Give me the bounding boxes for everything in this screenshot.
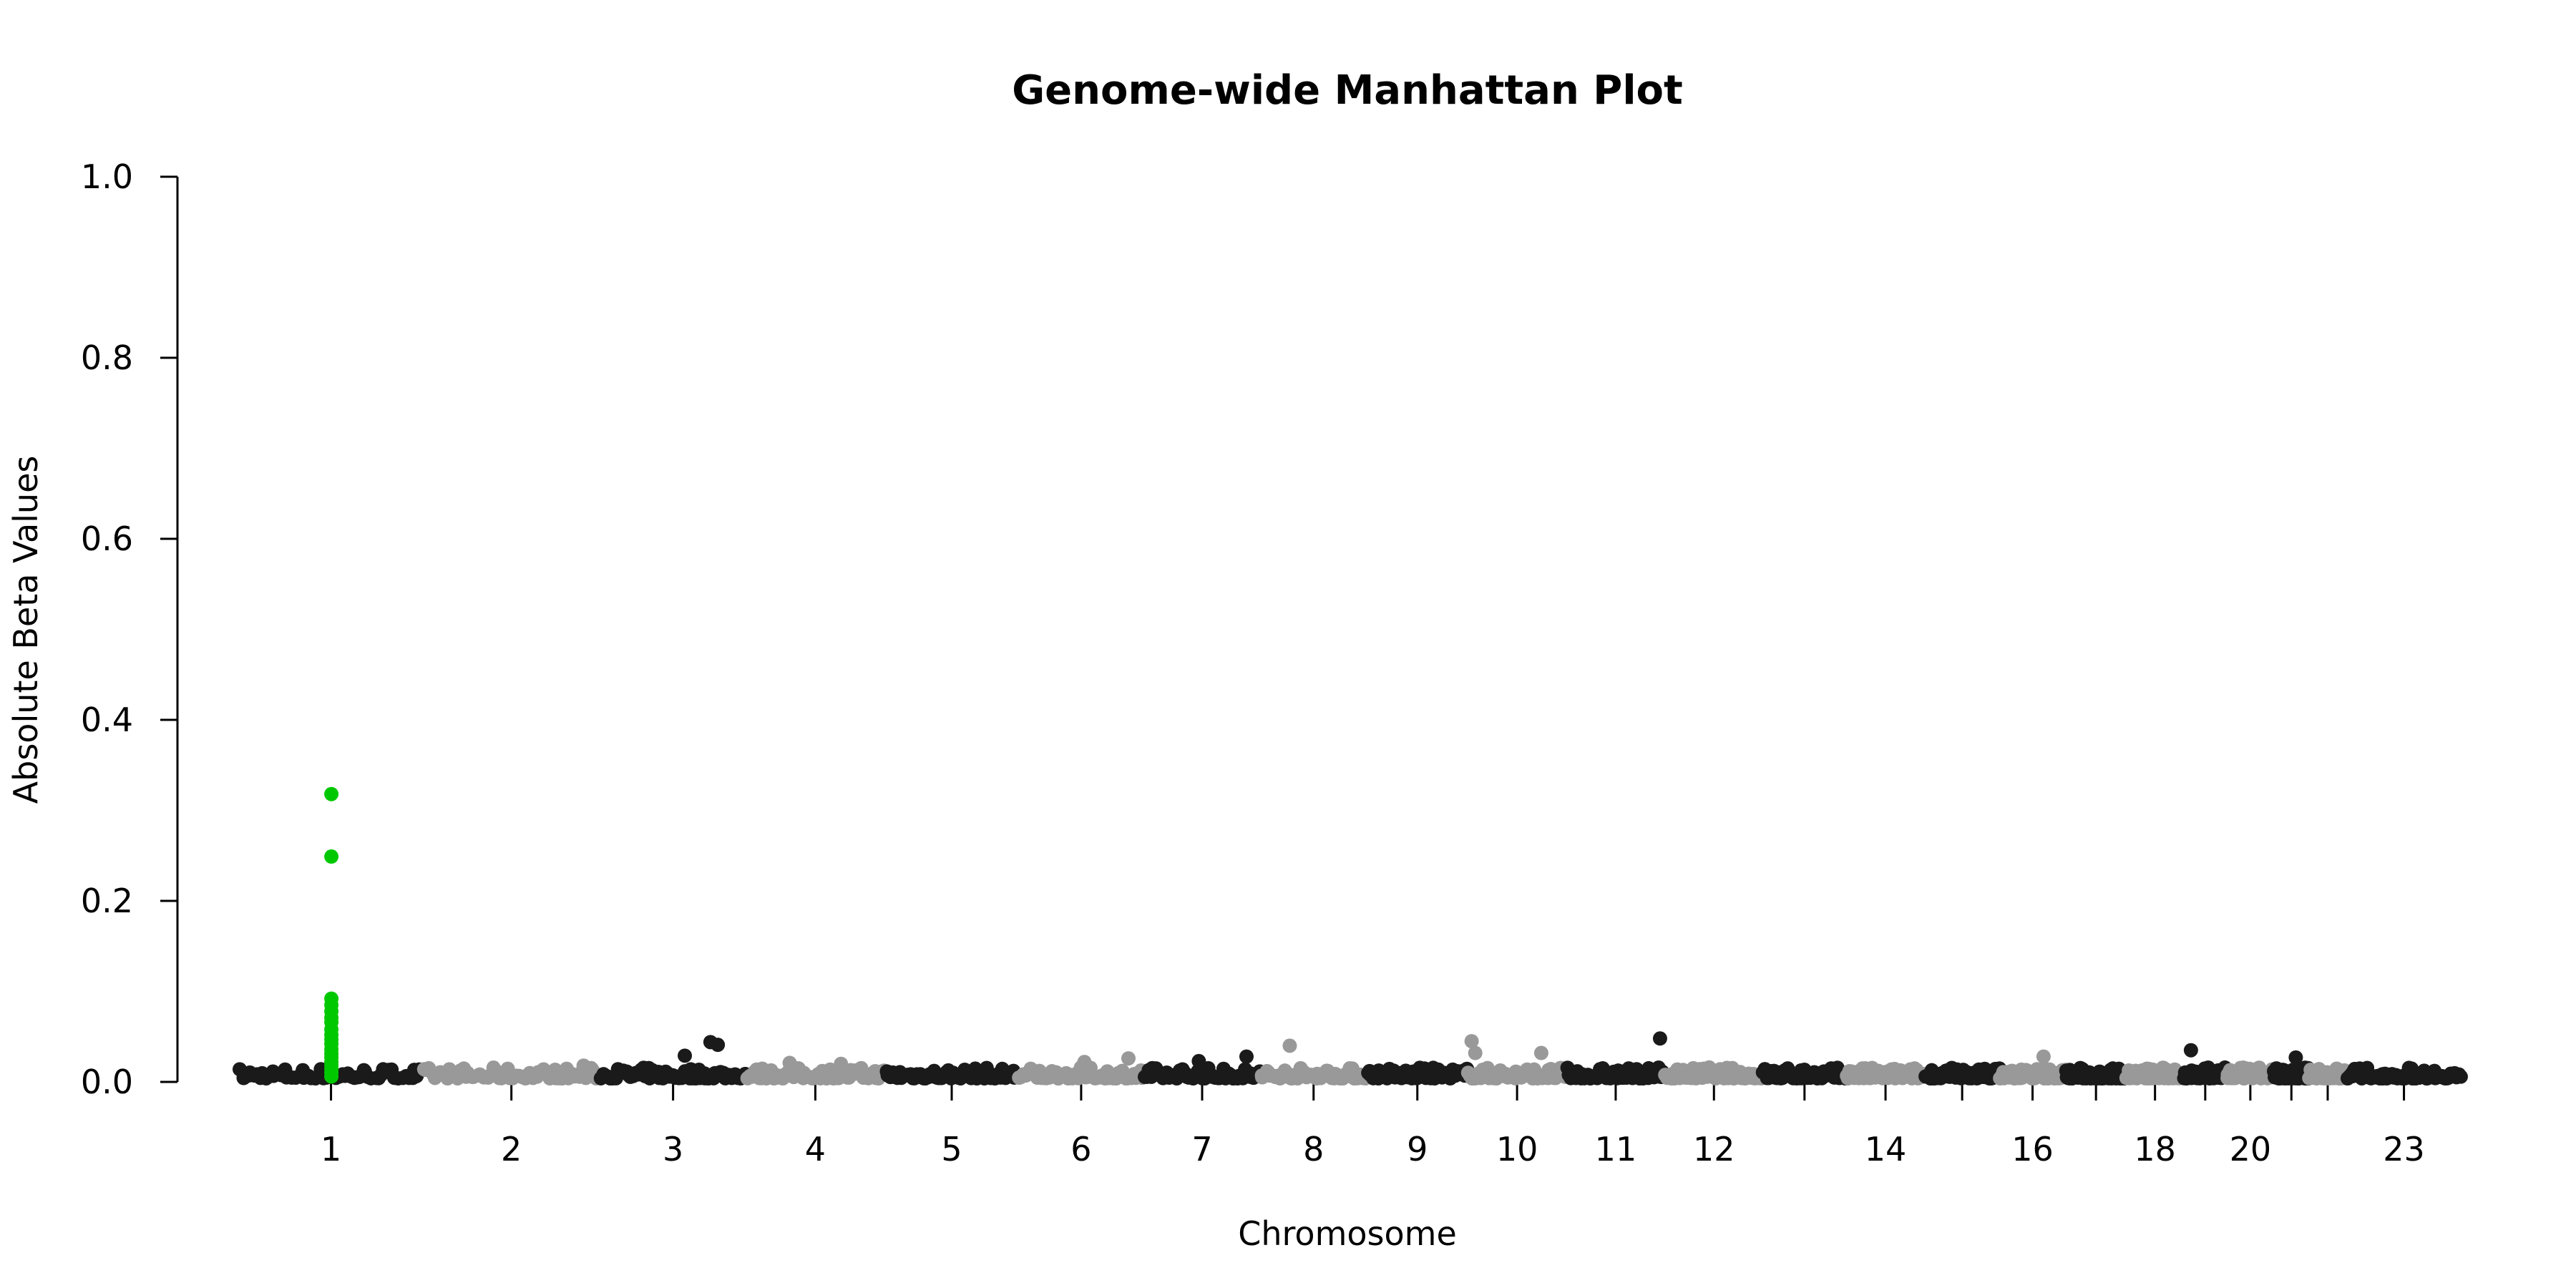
x-tick-label: 9 <box>1407 1130 1428 1169</box>
data-point <box>2288 1050 2303 1065</box>
y-tick-label: 0.2 <box>81 882 133 920</box>
data-point <box>2453 1069 2468 1084</box>
data-point <box>2183 1043 2198 1058</box>
data-point <box>1702 1060 1717 1075</box>
data-point <box>1652 1031 1667 1046</box>
x-axis-label: Chromosome <box>1238 1214 1457 1253</box>
x-tick-label: 12 <box>1693 1130 1735 1169</box>
data-point <box>1533 1045 1548 1060</box>
data-point <box>1191 1053 1206 1068</box>
y-tick-label: 0.8 <box>81 338 133 377</box>
highlight-point <box>324 849 339 864</box>
data-point <box>678 1048 693 1063</box>
y-axis-label: Absolute Beta Values <box>6 456 45 804</box>
highlight-point <box>324 786 339 801</box>
data-point <box>1077 1055 1092 1070</box>
y-axis: 0.0 0.2 0.4 0.6 0.8 1.0 <box>81 157 179 1101</box>
x-tick-label: 6 <box>1070 1130 1091 1169</box>
x-tick-label: 7 <box>1191 1130 1212 1169</box>
x-tick-label: 2 <box>501 1130 522 1169</box>
data-points <box>233 786 2468 1085</box>
x-tick-label: 8 <box>1303 1130 1324 1169</box>
data-point <box>1121 1051 1136 1066</box>
data-point <box>2346 1063 2361 1078</box>
data-point <box>1282 1038 1297 1053</box>
x-tick-label: 5 <box>941 1130 962 1169</box>
data-point <box>2036 1049 2051 1064</box>
x-tick-label: 14 <box>1865 1130 1907 1169</box>
x-tick-label: 23 <box>2383 1130 2425 1169</box>
data-point <box>1468 1045 1483 1060</box>
data-point <box>1464 1034 1479 1049</box>
data-point <box>782 1055 797 1070</box>
data-point <box>834 1056 849 1071</box>
data-point <box>1239 1049 1254 1064</box>
x-tick-label: 18 <box>2134 1130 2176 1169</box>
chart-title: Genome-wide Manhattan Plot <box>1012 67 1683 114</box>
x-tick-label: 20 <box>2230 1130 2272 1169</box>
y-tick-label: 0.4 <box>81 701 133 739</box>
x-tick-label: 1 <box>321 1130 341 1169</box>
x-axis: 1 2 3 4 5 6 7 8 9 10 11 12 14 16 18 20 23 <box>321 1082 2425 1169</box>
x-tick-label: 10 <box>1496 1130 1538 1169</box>
data-point <box>711 1038 726 1053</box>
data-point <box>576 1058 591 1073</box>
x-tick-label: 3 <box>663 1130 683 1169</box>
y-tick-label: 0.0 <box>81 1063 133 1101</box>
highlight-point <box>324 1069 339 1084</box>
x-tick-label: 4 <box>805 1130 826 1169</box>
x-tick-label: 16 <box>2011 1130 2054 1169</box>
y-tick-label: 0.6 <box>81 519 133 558</box>
y-tick-label: 1.0 <box>81 157 133 196</box>
x-tick-label: 11 <box>1595 1130 1637 1169</box>
